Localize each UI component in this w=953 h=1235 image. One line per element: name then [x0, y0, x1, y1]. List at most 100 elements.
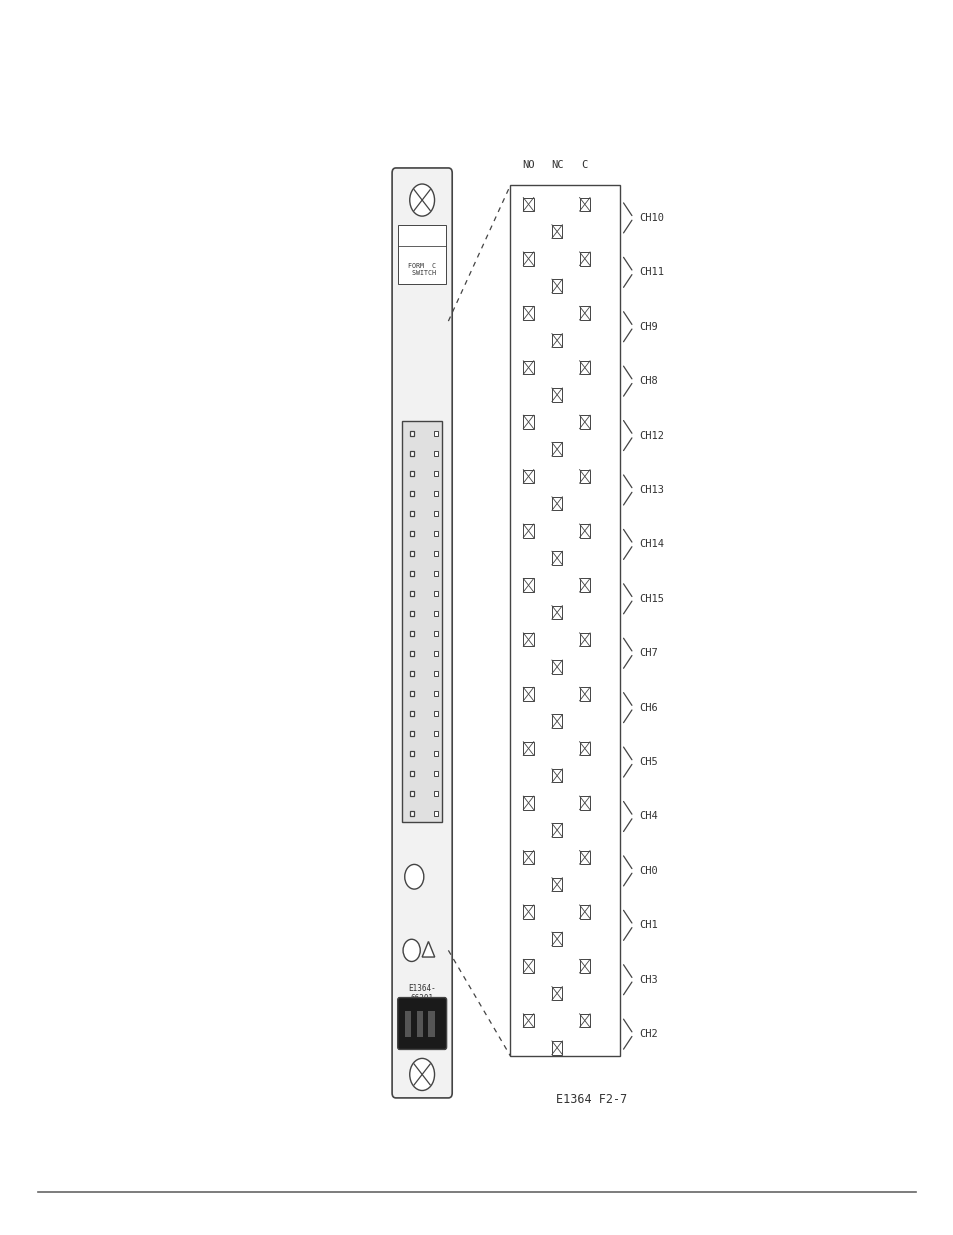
Bar	[410, 471, 414, 475]
Bar	[578, 851, 589, 864]
Text: CH15: CH15	[639, 594, 663, 604]
Bar	[578, 742, 589, 756]
Bar	[551, 388, 561, 401]
Bar	[410, 671, 414, 676]
Bar	[402, 421, 441, 821]
Bar	[551, 987, 561, 1000]
Bar	[522, 415, 534, 429]
Bar	[434, 451, 437, 456]
Bar	[522, 742, 534, 756]
Bar	[410, 731, 414, 736]
Text: CH8: CH8	[639, 377, 658, 387]
Polygon shape	[421, 941, 435, 957]
Bar	[522, 524, 534, 537]
Text: CH9: CH9	[639, 322, 658, 332]
Bar	[522, 578, 534, 592]
Bar	[410, 551, 414, 556]
Bar	[410, 631, 414, 636]
Bar	[522, 960, 534, 973]
Bar	[434, 551, 437, 556]
Text: CH6: CH6	[639, 703, 658, 713]
Bar	[434, 792, 437, 797]
Bar	[578, 578, 589, 592]
Bar	[434, 731, 437, 736]
Bar	[410, 592, 414, 597]
Bar	[410, 792, 414, 797]
Bar	[522, 361, 534, 374]
Bar	[578, 960, 589, 973]
Bar	[410, 771, 414, 776]
Text: CH3: CH3	[639, 974, 658, 984]
Bar	[428, 1010, 435, 1036]
Text: CH10: CH10	[639, 212, 663, 222]
Circle shape	[404, 864, 423, 889]
Bar	[522, 632, 534, 646]
Bar	[410, 611, 414, 616]
Bar	[522, 306, 534, 320]
Text: E1364 F2-7: E1364 F2-7	[556, 1093, 626, 1107]
Bar	[434, 511, 437, 516]
Bar	[410, 692, 414, 697]
Bar	[551, 333, 561, 347]
Text: C: C	[581, 161, 587, 170]
Bar	[410, 511, 414, 516]
Bar	[434, 771, 437, 776]
Text: CH12: CH12	[639, 431, 663, 441]
Bar	[578, 415, 589, 429]
Bar	[578, 905, 589, 919]
Bar	[522, 252, 534, 266]
Bar	[410, 490, 414, 495]
Bar	[434, 490, 437, 495]
Bar	[405, 1010, 411, 1036]
Text: CH4: CH4	[639, 811, 658, 821]
FancyBboxPatch shape	[397, 998, 446, 1050]
Bar	[578, 198, 589, 211]
Bar	[522, 469, 534, 483]
Bar	[551, 551, 561, 564]
Bar	[551, 605, 561, 619]
Bar	[434, 671, 437, 676]
Bar	[510, 185, 619, 1056]
Bar	[434, 431, 437, 436]
Bar	[578, 632, 589, 646]
Bar	[578, 524, 589, 537]
Bar	[434, 471, 437, 475]
Bar	[434, 811, 437, 816]
Bar	[410, 651, 414, 656]
Bar	[551, 279, 561, 293]
Bar	[551, 496, 561, 510]
Bar	[434, 611, 437, 616]
Text: CH11: CH11	[639, 267, 663, 278]
Bar	[434, 651, 437, 656]
Bar	[551, 442, 561, 456]
Bar	[434, 711, 437, 716]
Bar	[578, 687, 589, 700]
Bar	[522, 905, 534, 919]
Circle shape	[410, 184, 435, 216]
Bar	[434, 531, 437, 536]
Bar	[551, 769, 561, 783]
Bar	[578, 469, 589, 483]
Bar	[410, 451, 414, 456]
Bar	[551, 715, 561, 729]
Bar	[551, 659, 561, 673]
Bar	[434, 692, 437, 697]
Bar	[522, 797, 534, 810]
Bar	[551, 878, 561, 892]
Text: NC: NC	[550, 161, 563, 170]
Text: CH1: CH1	[639, 920, 658, 930]
Bar	[522, 198, 534, 211]
Bar	[551, 225, 561, 238]
Bar	[578, 361, 589, 374]
Bar	[410, 811, 414, 816]
Text: CH13: CH13	[639, 485, 663, 495]
Text: CH0: CH0	[639, 866, 658, 876]
FancyBboxPatch shape	[392, 168, 452, 1098]
Text: CH14: CH14	[639, 540, 663, 550]
Bar	[410, 571, 414, 576]
Bar	[410, 431, 414, 436]
Bar	[397, 225, 446, 284]
Bar	[551, 1041, 561, 1055]
Bar	[522, 687, 534, 700]
Text: CH7: CH7	[639, 648, 658, 658]
